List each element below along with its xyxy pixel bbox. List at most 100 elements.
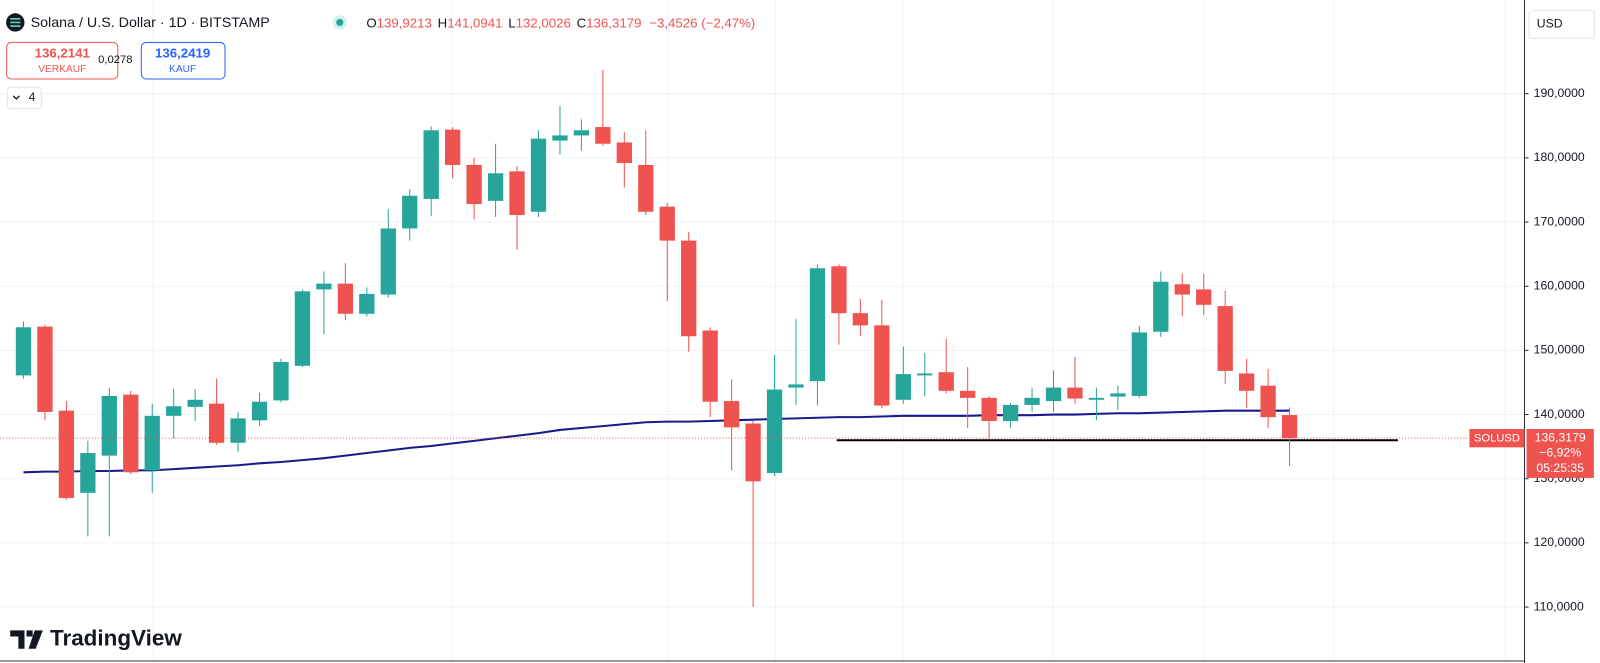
- candle-body: [1131, 332, 1147, 396]
- candle-body: [509, 171, 525, 215]
- symbol-logo-mark: [10, 18, 21, 27]
- brand-name: TradingView: [50, 625, 182, 650]
- ohlc-value: 141,0941: [447, 15, 502, 30]
- candle-body: [788, 384, 804, 388]
- ohlc-label: C: [577, 15, 587, 30]
- spread: 0,0278: [98, 54, 132, 66]
- candle-body: [37, 326, 53, 412]
- ohlc-label: H: [438, 15, 448, 30]
- y-tick-label: 110,0000: [1534, 599, 1584, 613]
- candle-body: [917, 373, 933, 376]
- buy-price: 136,2419: [155, 46, 210, 61]
- candle-body: [251, 401, 268, 421]
- candle-body: [187, 399, 203, 407]
- candle-body: [1281, 415, 1298, 439]
- price-tag-change: −6,92%: [1539, 446, 1581, 460]
- candle-body: [487, 173, 504, 201]
- candle-body: [166, 406, 182, 416]
- candle-body: [144, 415, 160, 471]
- candle-body: [1196, 289, 1212, 305]
- candle-body: [809, 268, 826, 382]
- candle-body: [766, 389, 783, 473]
- candle-body: [316, 283, 332, 290]
- buy-button[interactable]: [140, 41, 226, 80]
- price-tag-symbol: SOLUSD: [1474, 433, 1520, 445]
- ohlc-label: O: [366, 15, 376, 30]
- candle-body: [101, 395, 117, 456]
- candle-body: [15, 327, 32, 376]
- currency-label: USD: [1537, 17, 1563, 31]
- ohlc-label: L: [508, 15, 515, 30]
- candle-body: [702, 330, 718, 402]
- candle-body: [337, 283, 354, 314]
- candle-body: [1067, 387, 1083, 399]
- candle-body: [681, 240, 697, 337]
- candle-body: [230, 418, 246, 443]
- symbol-title[interactable]: Solana / U.S. Dollar · 1D · BITSTAMP: [31, 15, 270, 31]
- y-tick-label: 170,0000: [1534, 214, 1585, 228]
- candle-body: [595, 127, 611, 144]
- y-tick-label: 120,0000: [1534, 535, 1585, 549]
- candle-body: [938, 372, 954, 391]
- indicators-toggle[interactable]: [7, 86, 42, 110]
- y-tick-label: 140,0000: [1534, 407, 1585, 421]
- candle-body: [745, 423, 761, 482]
- candle-body: [960, 390, 976, 398]
- price-tag-bg: [1526, 428, 1594, 478]
- candle-body: [380, 228, 396, 295]
- price-axis: 110,0000120,0000130,0000140,0000150,0000…: [1524, 86, 1585, 613]
- candle-body: [1002, 404, 1019, 421]
- y-tick-label: 150,0000: [1534, 343, 1585, 357]
- candle-body: [616, 142, 632, 163]
- price-tag-symbol-bg: [1469, 428, 1525, 448]
- candle-body: [573, 130, 590, 136]
- indicators-count: 4: [29, 90, 36, 104]
- candle-body: [831, 266, 847, 314]
- plot: [0, 69, 1525, 608]
- candle-body: [1260, 385, 1276, 418]
- candle-body: [294, 291, 311, 366]
- y-tick-label: 180,0000: [1534, 150, 1585, 164]
- sell-button[interactable]: [6, 41, 119, 80]
- candle-body: [1238, 373, 1255, 391]
- candle-body: [1088, 397, 1105, 400]
- candle-body: [1110, 393, 1126, 397]
- candle-body: [1174, 284, 1190, 295]
- currency-button[interactable]: [1528, 10, 1595, 39]
- candle-body: [123, 394, 139, 473]
- candle-body: [1024, 397, 1040, 405]
- status-dot: [336, 18, 344, 27]
- price-tag-countdown: 05:25:35: [1536, 461, 1584, 475]
- candle-body: [530, 138, 547, 212]
- brand-logo: [10, 630, 43, 649]
- moving-average: [23, 409, 1290, 474]
- candle-body: [895, 374, 911, 400]
- candle-body: [423, 130, 439, 199]
- candle-body: [874, 325, 890, 406]
- y-tick-label: 160,0000: [1534, 278, 1585, 292]
- vertical-grid: [152, 0, 1506, 661]
- ohlc-value: 136,3179: [586, 15, 641, 30]
- candle-body: [402, 195, 418, 229]
- ohlc-value: 132,0026: [516, 15, 571, 30]
- sell-price: 136,2141: [35, 46, 90, 61]
- y-tick-label: 190,0000: [1534, 86, 1585, 100]
- candle-body: [80, 453, 96, 493]
- ohlc-value: 139,9213: [377, 15, 432, 30]
- candle-body: [981, 397, 997, 421]
- candle-body: [659, 206, 675, 241]
- candle-body: [1045, 387, 1062, 402]
- candle-body: [723, 401, 740, 428]
- candle-body: [852, 313, 869, 326]
- candle-body: [445, 129, 461, 165]
- candle-body: [466, 164, 482, 205]
- candle-body: [638, 164, 654, 212]
- ohlc-change: −3,4526 (−2,47%): [649, 15, 755, 30]
- candle-body: [1153, 281, 1169, 332]
- price-tag: SOLUSD 136,3179 −6,92% 05:25:35: [1469, 428, 1594, 478]
- candle-body: [208, 403, 225, 443]
- candle-body: [359, 293, 375, 314]
